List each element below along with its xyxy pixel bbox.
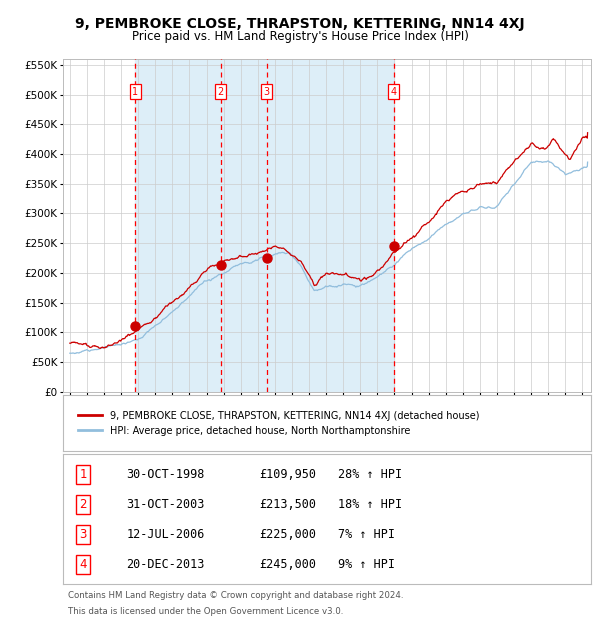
- Text: 18% ↑ HPI: 18% ↑ HPI: [338, 498, 401, 511]
- Text: 4: 4: [391, 87, 397, 97]
- Text: £213,500: £213,500: [259, 498, 316, 511]
- Text: 4: 4: [79, 558, 87, 571]
- Text: £245,000: £245,000: [259, 558, 316, 571]
- Text: 3: 3: [79, 528, 87, 541]
- Text: 1: 1: [79, 468, 87, 481]
- Text: £109,950: £109,950: [259, 468, 316, 481]
- Text: 9% ↑ HPI: 9% ↑ HPI: [338, 558, 395, 571]
- Text: 9, PEMBROKE CLOSE, THRAPSTON, KETTERING, NN14 4XJ: 9, PEMBROKE CLOSE, THRAPSTON, KETTERING,…: [75, 17, 525, 32]
- Text: £225,000: £225,000: [259, 528, 316, 541]
- Text: Contains HM Land Registry data © Crown copyright and database right 2024.: Contains HM Land Registry data © Crown c…: [68, 591, 404, 600]
- Text: 3: 3: [264, 87, 270, 97]
- Text: 7% ↑ HPI: 7% ↑ HPI: [338, 528, 395, 541]
- Bar: [135, 59, 394, 392]
- Text: Price paid vs. HM Land Registry's House Price Index (HPI): Price paid vs. HM Land Registry's House …: [131, 30, 469, 43]
- Text: 2: 2: [79, 498, 87, 511]
- Text: 12-JUL-2006: 12-JUL-2006: [127, 528, 205, 541]
- Text: 1: 1: [132, 87, 139, 97]
- Text: 28% ↑ HPI: 28% ↑ HPI: [338, 468, 401, 481]
- Text: 2: 2: [218, 87, 224, 97]
- Legend: 9, PEMBROKE CLOSE, THRAPSTON, KETTERING, NN14 4XJ (detached house), HPI: Average: 9, PEMBROKE CLOSE, THRAPSTON, KETTERING,…: [73, 405, 484, 441]
- Text: 31-OCT-2003: 31-OCT-2003: [127, 498, 205, 511]
- Text: 30-OCT-1998: 30-OCT-1998: [127, 468, 205, 481]
- Text: This data is licensed under the Open Government Licence v3.0.: This data is licensed under the Open Gov…: [68, 607, 344, 616]
- Text: 20-DEC-2013: 20-DEC-2013: [127, 558, 205, 571]
